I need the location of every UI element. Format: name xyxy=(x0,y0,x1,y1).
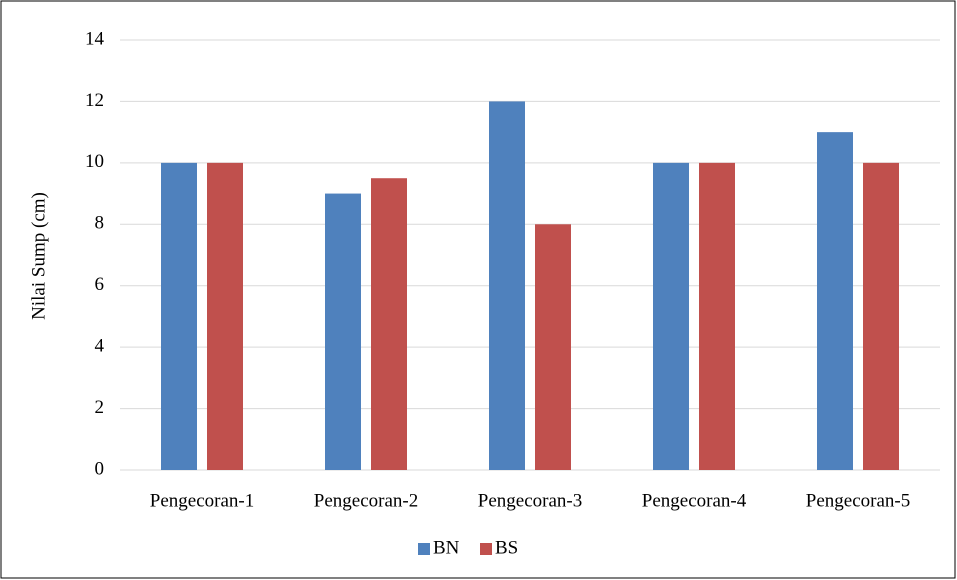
y-tick-label: 10 xyxy=(85,151,104,172)
legend-label: BN xyxy=(433,537,460,558)
y-tick-label: 0 xyxy=(95,458,105,479)
y-tick-label: 4 xyxy=(95,336,105,357)
x-tick-label: Pengecoran-5 xyxy=(806,490,910,511)
y-tick-label: 2 xyxy=(95,397,105,418)
legend-swatch xyxy=(480,543,492,555)
x-tick-label: Pengecoran-3 xyxy=(478,490,582,511)
bar xyxy=(699,162,735,470)
bar xyxy=(325,193,361,471)
x-tick-label: Pengecoran-1 xyxy=(150,490,254,511)
y-tick-label: 14 xyxy=(85,28,105,49)
bar xyxy=(489,101,525,470)
x-tick-label: Pengecoran-4 xyxy=(642,490,747,511)
legend-label: BS xyxy=(495,537,518,558)
y-tick-label: 8 xyxy=(95,213,105,234)
bar xyxy=(371,178,407,470)
y-tick-label: 6 xyxy=(95,274,105,295)
bar xyxy=(207,162,243,470)
bar xyxy=(535,224,571,470)
bar xyxy=(817,132,853,470)
x-tick-label: Pengecoran-2 xyxy=(314,490,418,511)
bar xyxy=(161,162,197,470)
bar xyxy=(653,162,689,470)
y-tick-label: 12 xyxy=(85,90,104,111)
bar xyxy=(863,162,899,470)
y-axis-label: Nilai Sump (cm) xyxy=(28,192,49,320)
legend-swatch xyxy=(418,543,430,555)
